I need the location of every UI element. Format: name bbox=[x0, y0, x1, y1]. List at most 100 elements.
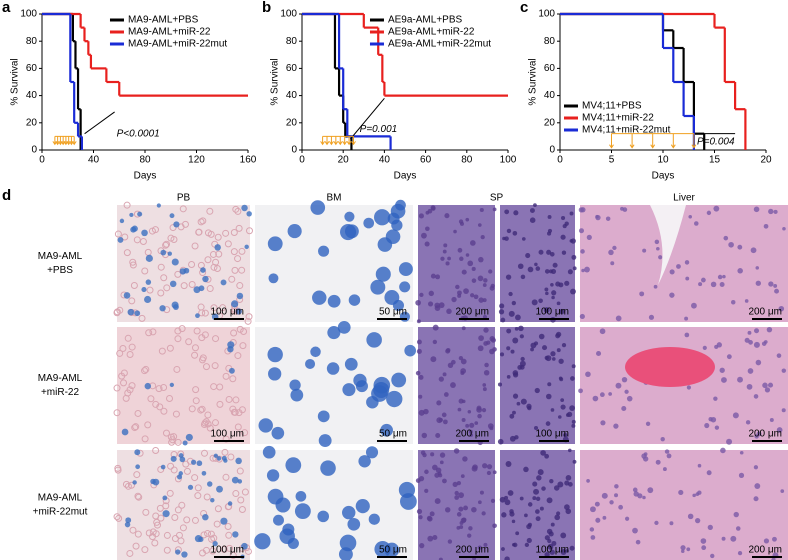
y-tick-label: 0 bbox=[549, 145, 555, 156]
rbc bbox=[160, 383, 168, 391]
cell bbox=[516, 401, 521, 406]
cell bbox=[526, 403, 532, 409]
cell bbox=[519, 360, 526, 367]
cell bbox=[747, 368, 754, 374]
rbc bbox=[134, 409, 142, 417]
cell bbox=[145, 279, 152, 285]
cell bbox=[506, 346, 511, 351]
cell bbox=[511, 300, 516, 306]
x-tick-label: 5 bbox=[609, 155, 615, 166]
rbc bbox=[201, 331, 209, 339]
scale-label: 100 μm bbox=[535, 429, 569, 440]
rbc bbox=[191, 344, 199, 352]
cell bbox=[377, 237, 393, 252]
cell bbox=[391, 219, 403, 231]
cell bbox=[747, 330, 752, 335]
cell bbox=[584, 266, 590, 273]
cell bbox=[305, 358, 316, 369]
rbc bbox=[153, 518, 161, 526]
cell bbox=[424, 241, 430, 247]
cell bbox=[460, 358, 467, 365]
cell bbox=[182, 440, 188, 446]
cell bbox=[371, 385, 388, 402]
cell bbox=[435, 467, 442, 474]
rbc bbox=[157, 289, 165, 297]
cell bbox=[645, 421, 651, 426]
scale-label: 200 μm bbox=[748, 307, 782, 318]
cell bbox=[159, 305, 166, 312]
cell bbox=[427, 301, 434, 307]
x-tick-label: 0 bbox=[299, 155, 305, 166]
cell bbox=[479, 490, 484, 495]
rbc bbox=[229, 551, 237, 559]
vessel bbox=[650, 205, 686, 285]
rbc bbox=[157, 465, 165, 473]
cell bbox=[461, 269, 467, 275]
cell bbox=[761, 341, 767, 346]
cell bbox=[344, 224, 359, 239]
cell bbox=[547, 231, 552, 236]
cell bbox=[763, 223, 769, 229]
cell bbox=[586, 234, 592, 240]
cell bbox=[342, 505, 356, 520]
cell bbox=[212, 540, 218, 547]
cell bbox=[476, 406, 483, 413]
rbc bbox=[127, 481, 135, 489]
cell bbox=[227, 341, 235, 349]
cell bbox=[416, 348, 422, 354]
rbc bbox=[144, 421, 152, 429]
cell bbox=[547, 382, 552, 387]
cell bbox=[456, 481, 462, 486]
cell bbox=[220, 517, 228, 525]
rbc bbox=[166, 395, 174, 403]
cell bbox=[753, 206, 760, 213]
cell bbox=[312, 290, 327, 305]
cell bbox=[504, 209, 510, 215]
rbc bbox=[151, 539, 159, 547]
cell bbox=[559, 308, 565, 315]
cell bbox=[710, 416, 717, 423]
rbc bbox=[139, 237, 147, 245]
rbc bbox=[172, 410, 180, 418]
x-tick-label: 0 bbox=[39, 155, 45, 166]
panel-label: d bbox=[2, 187, 11, 204]
cell bbox=[267, 346, 283, 363]
rbc bbox=[234, 207, 242, 215]
cell bbox=[416, 508, 423, 515]
rbc bbox=[221, 448, 229, 456]
scale-label: 50 μm bbox=[379, 429, 407, 440]
rbc bbox=[167, 462, 175, 470]
cell bbox=[549, 478, 554, 484]
x-tick-label: 80 bbox=[461, 155, 473, 166]
cell bbox=[478, 256, 484, 263]
cell bbox=[519, 334, 524, 339]
cell bbox=[509, 413, 515, 419]
cell bbox=[455, 284, 460, 290]
cell bbox=[438, 473, 443, 478]
x-tick-label: 100 bbox=[500, 155, 517, 166]
cell bbox=[436, 400, 442, 406]
cell bbox=[536, 475, 542, 481]
cell bbox=[231, 300, 239, 308]
cell bbox=[685, 276, 690, 281]
cell bbox=[546, 393, 552, 400]
rbc bbox=[145, 329, 153, 337]
y-tick-label: 40 bbox=[286, 90, 298, 101]
rbc bbox=[238, 505, 246, 513]
x-tick-label: 80 bbox=[139, 155, 151, 166]
cell bbox=[706, 210, 712, 216]
treatment-arrow bbox=[346, 136, 352, 146]
cell bbox=[511, 519, 516, 524]
cell bbox=[552, 262, 558, 268]
cell bbox=[608, 392, 612, 396]
cell bbox=[434, 305, 441, 311]
rbc bbox=[238, 266, 246, 274]
cell bbox=[424, 469, 429, 475]
rbc bbox=[162, 429, 170, 437]
cell bbox=[750, 247, 757, 254]
rbc bbox=[124, 482, 132, 490]
cell bbox=[454, 495, 460, 500]
treatment-arrow bbox=[337, 136, 343, 146]
cell bbox=[444, 213, 450, 219]
rbc bbox=[222, 473, 230, 481]
